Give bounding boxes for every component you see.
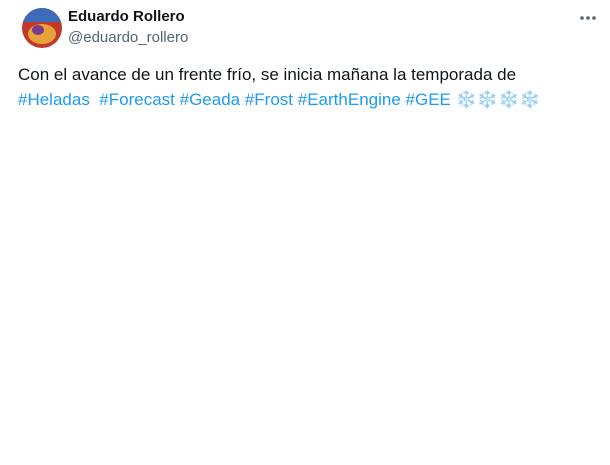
- hashtag[interactable]: #Forecast: [99, 90, 175, 109]
- hashtag[interactable]: #Frost: [244, 90, 294, 109]
- hashtag[interactable]: #Heladas: [18, 90, 90, 109]
- hashtag[interactable]: #EarthEngine: [297, 90, 401, 109]
- hashtag[interactable]: #GEE: [405, 90, 451, 109]
- text: Con el avance de un frente frío, se inic…: [18, 65, 517, 84]
- author-name[interactable]: Eduardo Rollero: [68, 8, 185, 25]
- emoji: ❄️❄️❄️❄️: [455, 90, 541, 109]
- tweet-text: Con el avance de un frente frío, se inic…: [18, 62, 598, 112]
- hashtags: #Heladas #Forecast #Geada #Frost #EarthE…: [18, 90, 456, 109]
- media-grid[interactable]: [18, 122, 596, 448]
- author-handle[interactable]: @eduardo_rollero: [68, 29, 189, 46]
- hashtag[interactable]: #Geada: [179, 90, 241, 109]
- avatar[interactable]: [22, 8, 62, 48]
- more-menu[interactable]: [580, 16, 596, 20]
